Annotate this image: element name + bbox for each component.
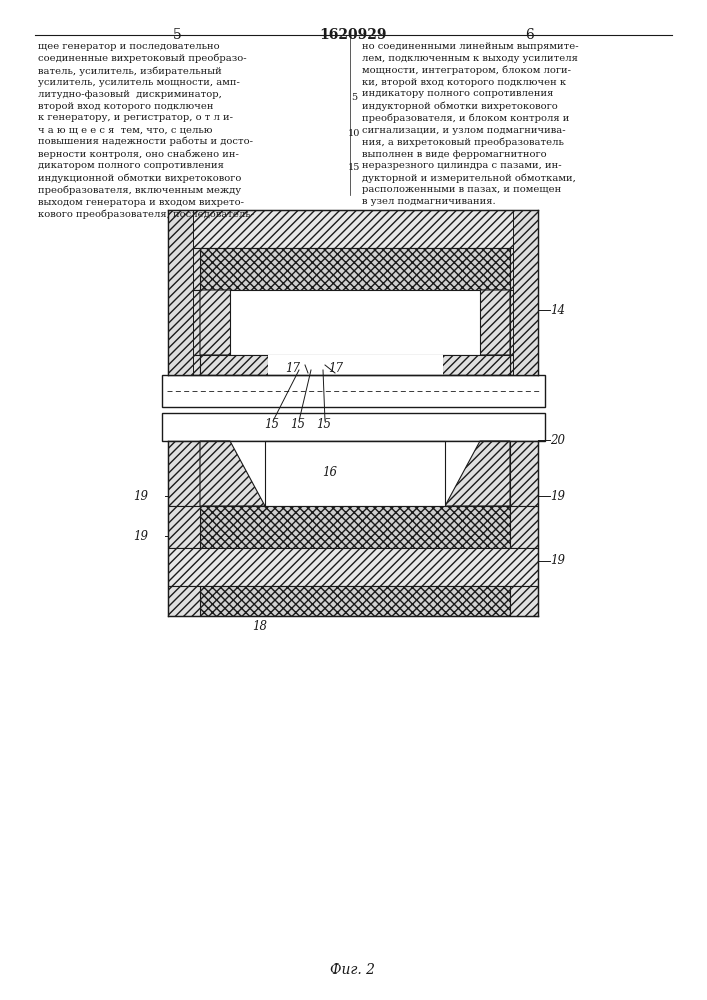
Bar xyxy=(268,441,310,461)
Bar xyxy=(200,506,510,548)
Text: 6: 6 xyxy=(525,28,534,42)
Polygon shape xyxy=(200,290,265,355)
Text: 15: 15 xyxy=(264,418,279,432)
Bar xyxy=(200,355,268,375)
Text: 1620929: 1620929 xyxy=(320,28,387,42)
Text: Фиг. 2: Фиг. 2 xyxy=(330,963,375,977)
Bar xyxy=(510,248,538,290)
Bar xyxy=(168,506,200,548)
Text: 19: 19 xyxy=(133,530,148,542)
Polygon shape xyxy=(445,290,510,355)
Text: 17: 17 xyxy=(328,362,343,375)
Bar xyxy=(510,586,538,616)
Text: 15: 15 xyxy=(291,418,305,432)
Text: 19: 19 xyxy=(550,489,565,502)
Bar xyxy=(313,359,329,372)
Bar xyxy=(168,355,200,375)
Text: 16: 16 xyxy=(322,466,337,480)
Bar xyxy=(168,548,538,586)
Text: 5: 5 xyxy=(351,93,357,102)
Bar xyxy=(162,375,545,407)
Text: но соединенными линейным выпрямите-
лем, подключенным к выходу усилителя
мощност: но соединенными линейным выпрямите- лем,… xyxy=(362,42,578,206)
Bar xyxy=(380,441,420,461)
Bar xyxy=(513,210,538,375)
Bar xyxy=(168,210,193,375)
Text: 14: 14 xyxy=(550,304,565,316)
Text: 17: 17 xyxy=(285,362,300,375)
Bar xyxy=(168,248,200,290)
Text: щее генератор и последовательно
соединенные вихретоковый преобразо-
ватель, усил: щее генератор и последовательно соединен… xyxy=(38,42,254,219)
Bar xyxy=(331,359,347,372)
Bar xyxy=(168,586,200,616)
Bar xyxy=(415,441,510,461)
Bar xyxy=(168,441,200,506)
Bar xyxy=(510,441,538,506)
Bar xyxy=(265,441,445,506)
Polygon shape xyxy=(200,441,265,506)
Text: 15: 15 xyxy=(348,163,360,172)
Bar xyxy=(295,445,311,458)
Bar xyxy=(510,506,538,548)
Bar xyxy=(331,445,347,458)
Text: 18: 18 xyxy=(252,619,267,633)
Text: 19: 19 xyxy=(550,554,565,568)
Bar xyxy=(200,441,295,461)
Bar xyxy=(268,355,443,375)
Bar xyxy=(200,248,510,290)
Polygon shape xyxy=(445,441,510,506)
Bar xyxy=(162,413,545,441)
Bar xyxy=(313,445,329,458)
Bar xyxy=(200,586,510,616)
Text: 20: 20 xyxy=(550,434,565,446)
Bar xyxy=(168,210,538,248)
Text: 10: 10 xyxy=(348,128,360,137)
Bar xyxy=(168,290,200,355)
Text: 15: 15 xyxy=(317,418,332,432)
Bar xyxy=(510,355,538,375)
Bar xyxy=(295,359,311,372)
Bar xyxy=(442,355,510,375)
Bar xyxy=(230,290,480,355)
Text: 5: 5 xyxy=(173,28,182,42)
Bar xyxy=(510,290,538,355)
Text: 19: 19 xyxy=(133,489,148,502)
